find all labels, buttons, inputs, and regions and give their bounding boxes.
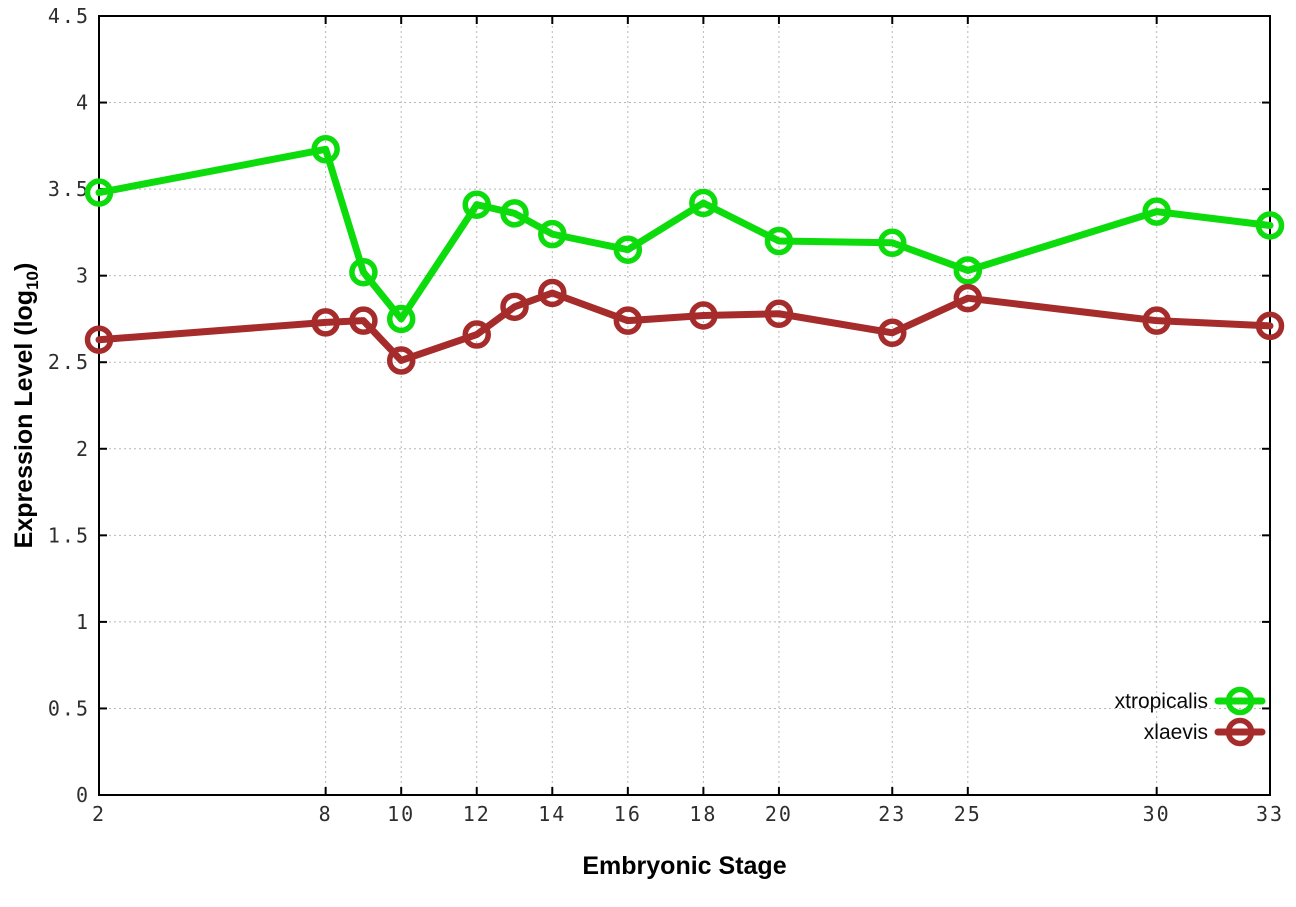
y-tick-label: 3 (76, 264, 90, 288)
x-tick-label: 12 (463, 802, 491, 826)
y-tick-label: 0 (76, 783, 90, 807)
x-tick-label: 33 (1256, 802, 1284, 826)
data-point-xtropicalis-stage-20 (764, 226, 794, 256)
data-point-xtropicalis-stage-9 (349, 257, 378, 287)
data-point-xlaevis-stage-12 (462, 320, 491, 349)
y-axis-title-subscript: 10 (23, 271, 42, 290)
data-point-xlaevis-stage-33 (1255, 311, 1285, 341)
data-point-xlaevis-stage-30 (1142, 306, 1171, 335)
x-tick-label: 18 (689, 802, 717, 826)
x-tick-label: 30 (1143, 802, 1171, 826)
series-line-xtropicalis (95, 145, 1274, 323)
data-point-xlaevis-stage-8 (311, 308, 340, 337)
x-tick-label: 20 (765, 802, 793, 826)
x-axis-title: Embryonic Stage (582, 852, 786, 880)
y-tick-label: 4 (76, 91, 90, 115)
y-tick-label: 0.5 (48, 696, 90, 720)
data-point-xtropicalis-stage-23 (878, 228, 907, 258)
data-point-xtropicalis-stage-33 (1255, 211, 1285, 240)
data-point-xlaevis-stage-9 (349, 306, 378, 335)
data-point-xlaevis-stage-14 (538, 278, 567, 308)
data-point-xtropicalis-stage-10 (386, 304, 416, 334)
data-point-xlaevis-stage-16 (613, 306, 643, 335)
x-tick-label: 25 (954, 802, 982, 826)
x-tick-label: 2 (92, 802, 106, 826)
x-tick-label: 14 (538, 802, 566, 826)
data-point-xtropicalis-stage-8 (311, 135, 340, 164)
y-axis-title-main: Expression Level (log (10, 290, 38, 548)
data-point-xlaevis-stage-20 (764, 299, 794, 329)
data-point-xlaevis-stage-10 (386, 346, 416, 375)
data-point-xlaevis-stage-13 (500, 292, 529, 322)
legend-label-xlaevis: xlaevis (1144, 721, 1208, 744)
data-point-xtropicalis-stage-14 (538, 219, 567, 249)
y-tick-label: 1 (76, 610, 90, 634)
x-tick-label: 10 (387, 802, 415, 826)
data-point-xlaevis-stage-2 (84, 325, 114, 354)
data-point-xtropicalis-stage-25 (953, 256, 983, 285)
data-point-xtropicalis-stage-13 (500, 199, 529, 228)
legend-label-xtropicalis: xtropicalis (1115, 690, 1208, 713)
y-tick-label: 2 (76, 437, 90, 461)
x-tick-label: 8 (319, 802, 333, 826)
data-point-xlaevis-stage-23 (878, 318, 907, 348)
y-tick-label: 3.5 (48, 177, 90, 201)
data-point-xlaevis-stage-18 (689, 301, 718, 330)
y-axis-title-suffix: ) (10, 263, 38, 271)
y-tick-label: 2.5 (48, 350, 90, 374)
y-tick-label: 4.5 (48, 4, 90, 28)
data-point-xtropicalis-stage-16 (613, 235, 643, 264)
data-point-xtropicalis-stage-12 (462, 190, 491, 219)
legend-marker-xlaevis (1225, 717, 1255, 747)
data-point-xtropicalis-stage-2 (84, 178, 114, 207)
x-tick-label: 16 (614, 802, 642, 826)
legend-marker-xtropicalis (1225, 686, 1255, 716)
x-tick-label: 23 (878, 802, 906, 826)
data-point-xlaevis-stage-25 (953, 283, 983, 313)
data-point-xtropicalis-stage-30 (1142, 197, 1171, 226)
data-point-xtropicalis-stage-18 (689, 188, 718, 218)
series-line-xlaevis (95, 289, 1274, 364)
plot-border (98, 15, 1271, 796)
y-axis-title: Expression Level (log10) (10, 263, 42, 549)
y-tick-label: 1.5 (48, 523, 90, 547)
